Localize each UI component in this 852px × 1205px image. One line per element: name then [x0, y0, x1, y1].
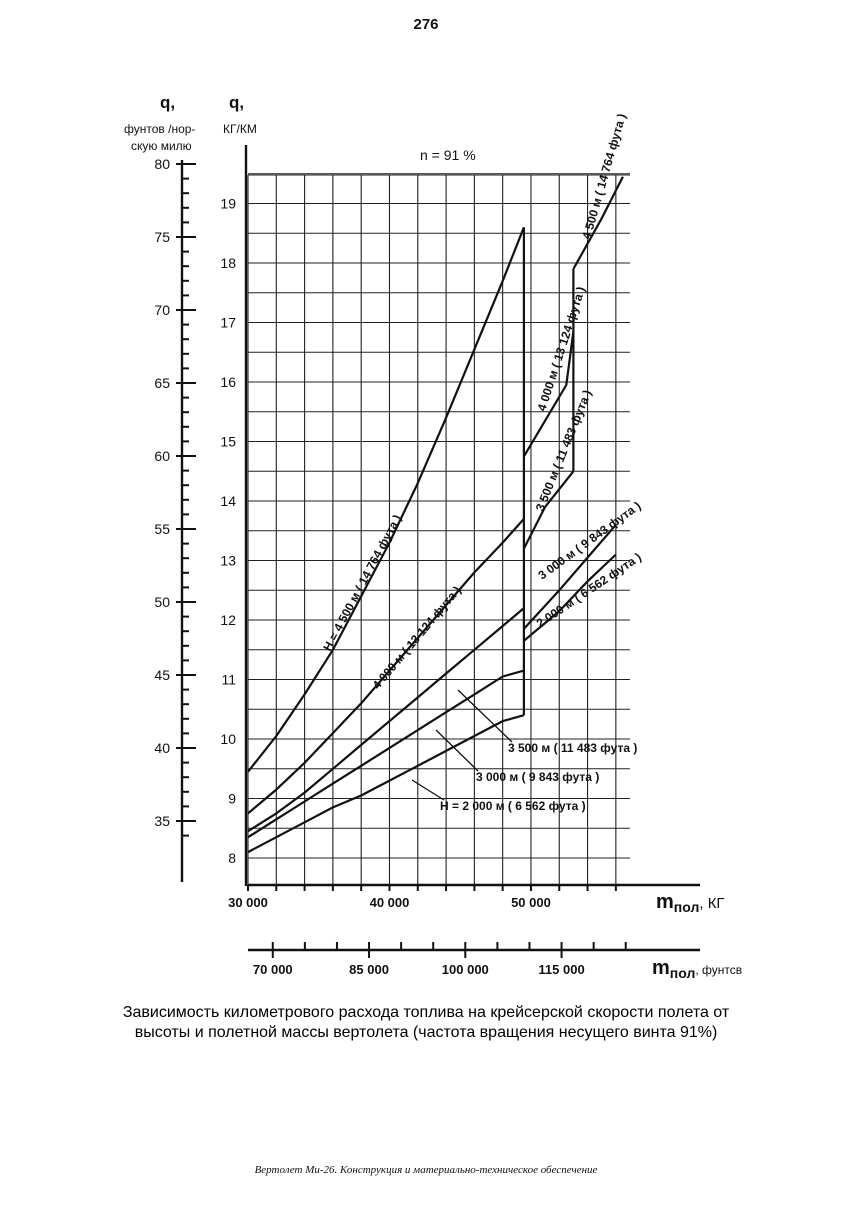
figure-caption: Зависимость километрового расхода топлив…: [40, 1003, 812, 1043]
fuel-consumption-chart: 35 40 45 50 55 60 65 70 75 80 8 9 10 11 12 13 14 15 16 17 18…: [124, 93, 742, 981]
series-line-low-mass: [247, 226, 525, 773]
y-left-label-line1: фунтов /нор-: [124, 122, 195, 136]
y-left-tick-label: 50: [154, 594, 170, 610]
chart-curves: [247, 176, 624, 854]
x-main-tick-label: 40 000: [370, 895, 410, 910]
series-line-low-mass: [247, 714, 525, 854]
y-right-tick-label: 12: [220, 612, 236, 628]
annotation-rpm: n = 91 %: [420, 147, 476, 163]
y-right-tick-label: 15: [220, 434, 236, 450]
y-right-tick-label: 16: [220, 374, 236, 390]
chart-axes: [176, 145, 700, 958]
page-number: 276: [413, 16, 439, 33]
series-label-3000-low-leader: [435, 729, 479, 772]
series-label-4000-low: 4 000 м ( 13 124 фута ): [370, 583, 464, 692]
y-right-tick-label: 14: [220, 493, 236, 509]
x-main-label: mпол, КГ: [656, 891, 725, 915]
y-right-tick-label: 13: [220, 553, 236, 569]
series-line-low-mass: [247, 518, 525, 815]
y-left-tick-label: 80: [154, 156, 170, 172]
y-right-tick-label: 10: [220, 731, 236, 747]
x-secondary-label-sub: пол: [670, 965, 696, 981]
y-right-tick-label: 19: [220, 196, 236, 212]
chart-labels: 35 40 45 50 55 60 65 70 75 80 8 9 10 11 12 13 14 15 16 17 18…: [154, 112, 643, 977]
y-right-tick-label: 18: [220, 255, 236, 271]
series-label-3000-low: 3 000 м ( 9 843 фута ): [476, 770, 599, 784]
chart-grid: [247, 173, 630, 885]
book-footer: Вертолет Ми-26. Конструкция и материальн…: [254, 1164, 598, 1176]
y-left-tick-label: 75: [154, 229, 170, 245]
series-label-2000-low-leader: [411, 779, 445, 801]
x-main-tick-label: 30 000: [228, 895, 268, 910]
x-main-label-sub: пол: [674, 899, 700, 915]
series-label-3500-low-leader: [457, 689, 513, 743]
y-left-tick-label: 45: [154, 667, 170, 683]
y-right-label: КГ/КМ: [223, 122, 257, 136]
series-line-low-mass: [247, 607, 525, 833]
x-secondary-tick-label: 100 000: [442, 962, 489, 977]
x-secondary-tick-label: 70 000: [253, 962, 293, 977]
y-right-tick-label: 8: [228, 850, 236, 866]
y-right-symbol: q,: [229, 93, 244, 112]
series-line-high-mass: [523, 524, 617, 630]
x-main-label-m: m: [656, 891, 674, 913]
y-left-tick-label: 70: [154, 302, 170, 318]
y-left-tick-label: 55: [154, 521, 170, 537]
series-label-2000-low: H = 2 000 м ( 6 562 фута ): [440, 799, 586, 813]
y-left-tick-label: 60: [154, 448, 170, 464]
x-secondary-label-unit: , фунтсв: [695, 963, 742, 977]
series-line-high-mass: [523, 553, 617, 642]
y-left-symbol: q,: [160, 93, 175, 112]
x-main-tick-label: 50 000: [511, 895, 551, 910]
series-line-high-mass: [522, 331, 575, 457]
series-line-high-mass: [522, 470, 575, 550]
y-left-label-line2: скую милю: [131, 139, 192, 153]
x-main-label-unit: , КГ: [699, 895, 724, 912]
caption-line-2: высоты и полетной массы вертолета (часто…: [134, 1024, 718, 1041]
series-line-high-mass: [572, 176, 624, 270]
x-secondary-tick-label: 85 000: [349, 962, 389, 977]
x-secondary-tick-label: 115 000: [538, 962, 584, 977]
caption-line-1: Зависимость километрового расхода топлив…: [122, 1004, 730, 1021]
y-right-tick-label: 11: [221, 672, 236, 688]
y-right-tick-label: 9: [228, 791, 236, 807]
x-secondary-label: mпол, фунтсв: [652, 957, 742, 981]
y-right-tick-label: 17: [220, 315, 236, 331]
series-line-low-mass: [247, 669, 525, 839]
y-left-tick-label: 65: [154, 375, 170, 391]
y-left-tick-label: 40: [154, 740, 170, 756]
series-label-3500-low: 3 500 м ( 11 483 фута ): [508, 741, 637, 755]
x-secondary-label-m: m: [652, 957, 670, 979]
series-label-4500-high: 4 500 м ( 14 764 фута ): [579, 112, 628, 241]
y-left-tick-label: 35: [154, 813, 170, 829]
